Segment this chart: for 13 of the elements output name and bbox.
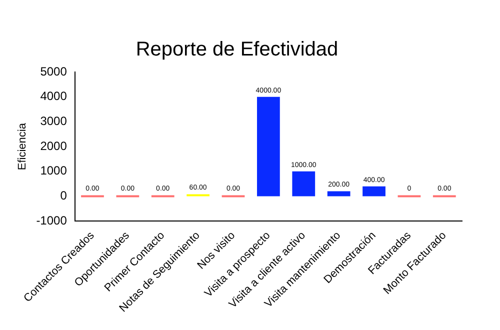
y-tick-label: -1000 [36, 213, 68, 228]
y-tick-label: 2000 [40, 138, 68, 153]
y-tick-label: 1000 [40, 164, 68, 178]
y-tick-label: 4000 [40, 89, 68, 104]
bar [362, 186, 386, 196]
bar [327, 191, 350, 196]
bar [257, 96, 280, 196]
bar [292, 171, 316, 196]
y-tick-label: 0 [60, 188, 68, 203]
y-tick-label: 3000 [40, 114, 68, 128]
chart-title: Reporte de Efectividad [136, 38, 338, 61]
y-axis-title: Eficiencia [16, 122, 29, 170]
y-tick-label: 5000 [40, 64, 68, 78]
